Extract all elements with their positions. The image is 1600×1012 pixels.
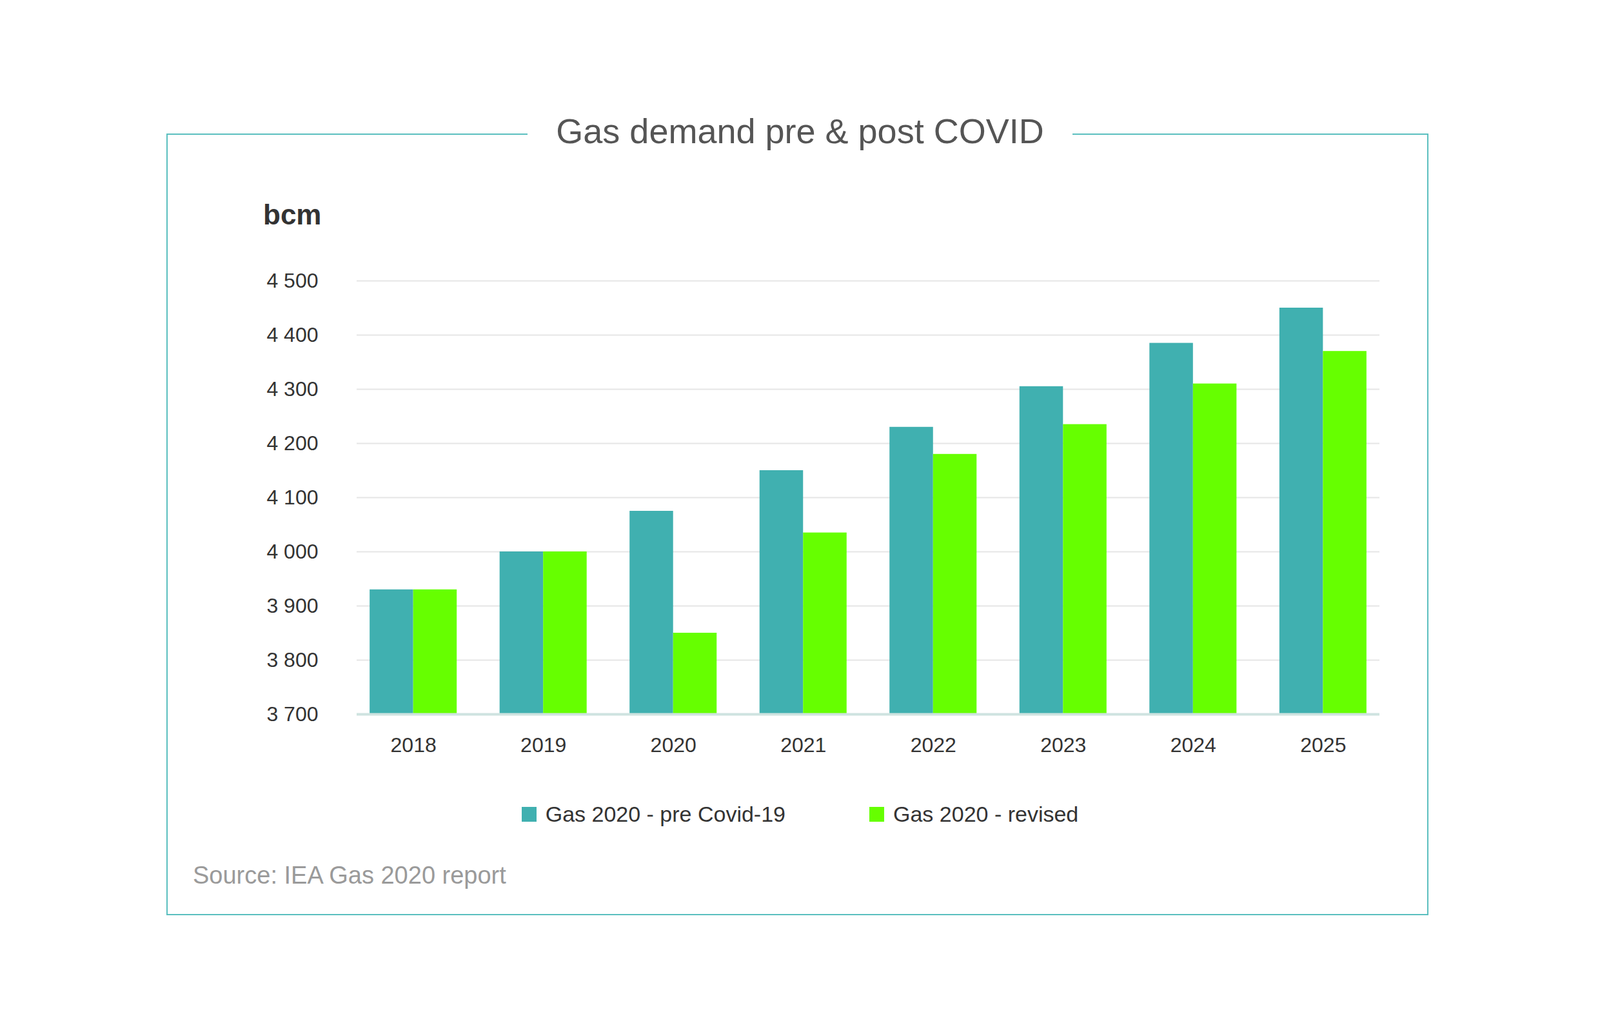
svg-text:4 400: 4 400 <box>266 323 318 347</box>
svg-text:3 700: 3 700 <box>266 702 318 726</box>
svg-text:2023: 2023 <box>1040 733 1087 757</box>
svg-text:3 900: 3 900 <box>266 593 318 618</box>
svg-text:2018: 2018 <box>390 733 437 757</box>
svg-text:2021: 2021 <box>780 733 827 757</box>
svg-text:4 200: 4 200 <box>266 431 318 455</box>
svg-text:2025: 2025 <box>1300 733 1346 757</box>
svg-text:4 500: 4 500 <box>266 268 318 293</box>
html-text:Gas demand pre & post COVID: Gas demand pre & post COVID <box>556 111 1044 151</box>
svg-text:2024: 2024 <box>1170 733 1217 757</box>
svg-text:4 300: 4 300 <box>266 377 318 401</box>
html-text:Gas 2020 - pre Covid-19: Gas 2020 - pre Covid-19 <box>545 801 786 827</box>
svg-text:2020: 2020 <box>650 733 697 757</box>
svg-text:2019: 2019 <box>520 733 567 757</box>
svg-text:4 100: 4 100 <box>266 485 318 509</box>
svg-text:4 000: 4 000 <box>266 539 318 563</box>
html-text:Gas 2020 - revised: Gas 2020 - revised <box>893 801 1079 827</box>
html-text:Source: IEA Gas 2020 report: Source: IEA Gas 2020 report <box>192 861 507 889</box>
svg-text:2022: 2022 <box>910 733 957 757</box>
svg-text:3 800: 3 800 <box>266 648 318 672</box>
html-text:bcm: bcm <box>263 198 322 231</box>
